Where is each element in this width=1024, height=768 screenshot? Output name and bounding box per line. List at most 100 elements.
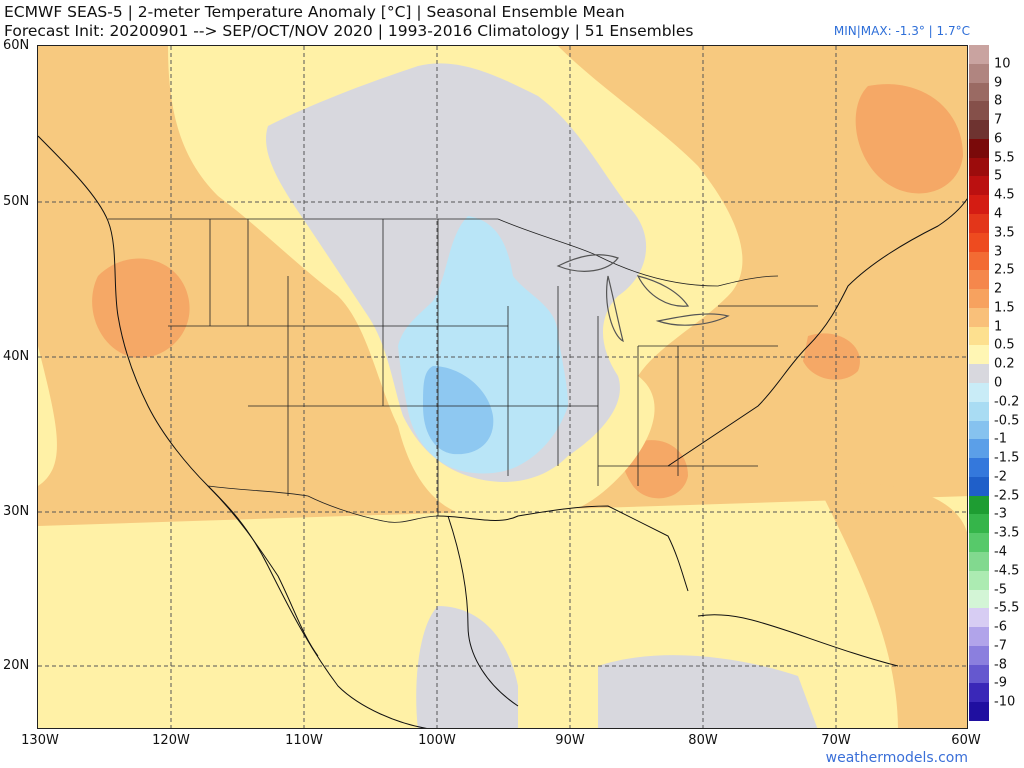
colorbar-tick-label: 3 [994, 244, 1003, 260]
colorbar-tick-label: -2 [994, 469, 1007, 485]
lat-label-20n: 20N [3, 658, 30, 673]
colorbar-swatch [969, 401, 989, 422]
colorbar-tick-label: 1 [994, 319, 1003, 335]
colorbar-swatch [969, 533, 989, 553]
colorbar-swatch [969, 383, 989, 403]
colorbar-tick-label: -6 [994, 619, 1007, 635]
colorbar-tick-label: 2.5 [994, 262, 1015, 278]
colorbar-tick-label: -4.5 [994, 563, 1020, 579]
lat-label-30n: 30N [3, 504, 30, 519]
colorbar-tick-label: 5.5 [994, 150, 1015, 166]
title-line-2: Forecast Init: 20200901 --> SEP/OCT/NOV … [4, 22, 694, 40]
lon-label-100w: 100W [418, 733, 456, 748]
colorbar-swatch [969, 608, 989, 628]
colorbar-tick-label: -7 [994, 638, 1007, 654]
min-max-readout: MIN|MAX: -1.3° | 1.7°C [833, 24, 970, 38]
graticule [38, 46, 967, 728]
colorbar-swatch [969, 702, 989, 722]
warm-patch-atlantic-south [818, 483, 967, 728]
warm-patch-southeast [622, 440, 688, 499]
cool-anomaly-oklahoma [423, 366, 494, 455]
great-lakes [556, 254, 730, 343]
mild-anomaly-pacific-coast [38, 346, 57, 486]
colorbar-swatch [969, 514, 989, 534]
colorbar-swatch [969, 552, 989, 572]
colorbar-swatch [969, 176, 989, 196]
colorbar-tick-label: -5.5 [994, 600, 1020, 616]
colorbar-swatch [969, 476, 989, 497]
political-borders [108, 218, 818, 523]
colorbar-tick-label: 9 [994, 75, 1003, 91]
lon-label-120w: 120W [152, 733, 190, 748]
colorbar-swatch [969, 101, 989, 121]
colorbar-swatch [969, 664, 989, 684]
colorbar-swatch [969, 195, 989, 215]
map-canvas [38, 46, 967, 728]
colorbar-swatch [969, 589, 989, 609]
colorbar-tick-label: 7 [994, 112, 1003, 128]
colorbar-swatch [969, 307, 989, 328]
colorbar-tick-label: 8 [994, 93, 1003, 109]
map-title: ECMWF SEAS-5 | 2-meter Temperature Anoma… [4, 3, 693, 41]
colorbar-swatch [969, 214, 989, 234]
colorbar-swatch [969, 627, 989, 647]
warm-patch-labrador [855, 84, 963, 194]
colorbar-tick-label: 4.5 [994, 187, 1015, 203]
colorbar-swatch [969, 345, 989, 365]
warm-patch-oregon [92, 258, 190, 358]
colorbar-tick-label: -9 [994, 675, 1007, 691]
credit-link[interactable]: weathermodels.com [825, 750, 968, 766]
lat-label-60n: 60N [3, 38, 30, 53]
lon-label-70w: 70W [821, 733, 851, 748]
colorbar-swatch [969, 439, 989, 459]
colorbar-tick-label: 2 [994, 281, 1003, 297]
lon-label-60w: 60W [951, 733, 981, 748]
colorbar-tick-label: -5 [994, 582, 1007, 598]
colorbar-swatch [969, 63, 989, 84]
colorbar-swatch [969, 683, 989, 703]
colorbar-tick-label: -4 [994, 544, 1007, 560]
colorbar-swatch [969, 232, 989, 253]
colorbar-tick-label: -1 [994, 431, 1007, 447]
colorbar-swatch [969, 495, 989, 515]
colorbar-tick-label: 4 [994, 206, 1003, 222]
lon-label-130w: 130W [21, 733, 59, 748]
colorbar-tick-label: -1.5 [994, 450, 1020, 466]
colorbar-swatch [969, 45, 989, 65]
colorbar-tick-label: -3 [994, 506, 1007, 522]
anomaly-map[interactable] [37, 45, 968, 729]
colorbar-swatch [969, 289, 989, 309]
colorbar-tick-label: -2.5 [994, 488, 1020, 504]
colorbar-swatch [969, 138, 989, 159]
colorbar-swatch [969, 82, 989, 102]
colorbar-tick-label: -0.2 [994, 394, 1020, 410]
lat-label-50n: 50N [3, 194, 30, 209]
colorbar-tick-label: 1.5 [994, 300, 1015, 316]
title-line-1: ECMWF SEAS-5 | 2-meter Temperature Anoma… [4, 3, 625, 21]
neutral-anomaly-mexico [416, 606, 518, 728]
colorbar-tick-label: 0.5 [994, 337, 1015, 353]
colorbar-tick-label: 0.2 [994, 356, 1015, 372]
lat-label-40n: 40N [3, 349, 30, 364]
colorbar-tick-label: 10 [994, 56, 1011, 72]
coastlines [38, 135, 967, 728]
lon-label-90w: 90W [555, 733, 585, 748]
colorbar-swatch [969, 570, 989, 591]
colorbar-swatch [969, 645, 989, 666]
colorbar-swatch [969, 251, 989, 271]
colorbar-swatch [969, 326, 989, 346]
colorbar-tick-label: -8 [994, 657, 1007, 673]
mild-anomaly-gulf [434, 506, 918, 728]
colorbar-tick-label: -10 [994, 694, 1016, 710]
colorbar-swatch [969, 157, 989, 177]
colorbar-swatch [969, 458, 989, 478]
colorbar [969, 45, 989, 722]
neutral-anomaly-caribbean [598, 655, 818, 728]
colorbar-swatch [969, 120, 989, 140]
colorbar-tick-label: -3.5 [994, 525, 1020, 541]
lon-label-110w: 110W [285, 733, 323, 748]
lon-label-80w: 80W [688, 733, 718, 748]
colorbar-tick-label: -0.5 [994, 413, 1020, 429]
colorbar-tick-label: 0 [994, 375, 1003, 391]
colorbar-tick-label: 3.5 [994, 225, 1015, 241]
